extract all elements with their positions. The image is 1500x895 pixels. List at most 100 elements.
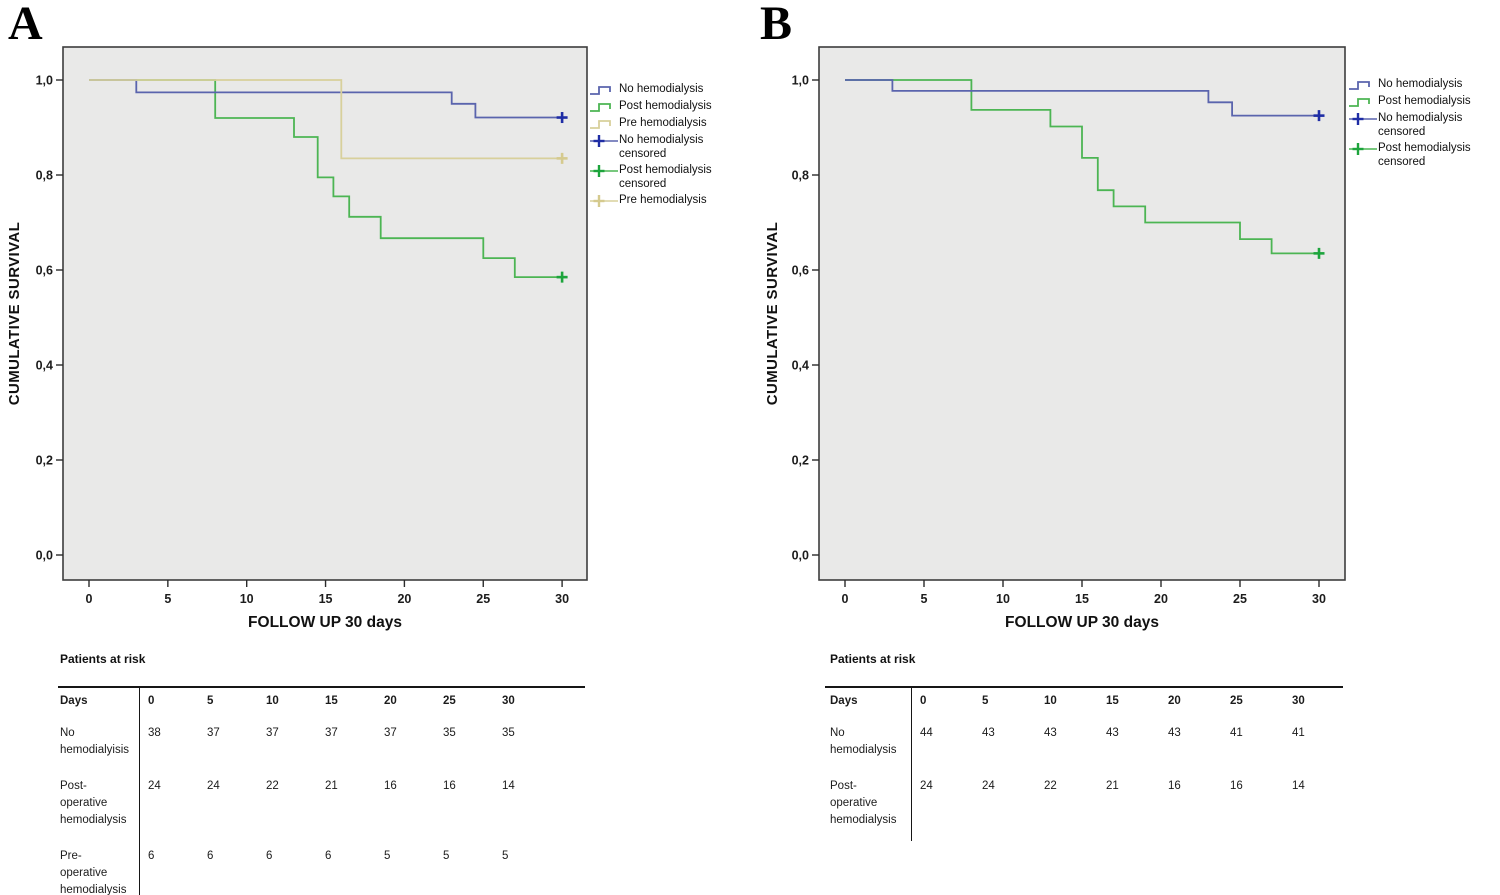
risk-table-value: 21 <box>1106 780 1119 792</box>
risk-table-value: 41 <box>1230 727 1243 739</box>
censor-mark-post-hemodialysis <box>1313 247 1325 259</box>
y-tick-label: 0,0 <box>36 549 53 563</box>
y-tick-label: 0,2 <box>36 454 53 468</box>
risk-table-value: 5 <box>443 850 450 862</box>
legend-item-label: Post hemodialysis <box>619 100 712 112</box>
legend-item-label: No hemodialysis censored <box>1378 112 1463 138</box>
legend-step-line-icon <box>1349 98 1370 107</box>
risk-table-value: 5 <box>502 850 509 862</box>
panel-a-x-axis-title: FOLLOW UP 30 days <box>248 614 402 631</box>
legend-step-line-icon <box>590 103 611 112</box>
panel-b-y-axis-title: CUMULATIVE SURVIVAL <box>764 221 782 406</box>
risk-table-value: 41 <box>1292 727 1305 739</box>
legend-item-label: Post hemodialysis censored <box>619 164 712 190</box>
risk-table-value: 6 <box>148 850 155 862</box>
y-tick-label: 0,6 <box>792 264 809 278</box>
risk-table-value: 16 <box>443 780 456 792</box>
censor-mark-post-hemodialysis <box>556 271 568 283</box>
risk-table-value: 43 <box>1106 727 1119 739</box>
risk-table-header-day: 25 <box>1230 695 1243 707</box>
risk-table-value: 24 <box>982 780 995 792</box>
legend-item: Post hemodialysis censored <box>589 164 759 191</box>
risk-table-value: 6 <box>266 850 273 862</box>
risk-table-row-label: Pre- operative hemodialysis <box>58 841 140 895</box>
legend-item-label: Post hemodialysis censored <box>1378 142 1471 168</box>
risk-table-value: 44 <box>920 727 933 739</box>
risk-table-value: 22 <box>1044 780 1057 792</box>
panel-b-ylabel-wrap: CUMULATIVE SURVIVAL <box>760 47 786 580</box>
risk-table-value: 14 <box>502 780 515 792</box>
legend-item: Post hemodialysis censored <box>1348 142 1500 169</box>
legend-item-label: Pre hemodialysis <box>619 117 707 129</box>
legend-item: Post hemodialysis <box>1348 95 1500 109</box>
y-tick-label: 1,0 <box>792 74 809 88</box>
y-tick-label: 1,0 <box>36 74 53 88</box>
risk-table-row-label: Post- operative hemodialysis <box>825 771 912 841</box>
risk-table-grid: Days 0 5 10 15 20 25 30 No hemodialysis 44 43 43 43 4… <box>825 686 1343 841</box>
panel-a-ylabel-wrap: CUMULATIVE SURVIVAL <box>2 47 28 580</box>
x-tick-label: 30 <box>555 592 569 606</box>
risk-table-title: Patients at risk <box>60 652 146 666</box>
x-tick-label: 20 <box>397 592 411 606</box>
x-tick-label: 30 <box>1312 592 1326 606</box>
legend-censor-cross-icon <box>1349 113 1377 125</box>
legend-item: No hemodialysis <box>1348 78 1500 92</box>
x-tick-label: 10 <box>240 592 254 606</box>
panel-b-legend: No hemodialysis Post hemodialysis No hemod… <box>1348 78 1500 172</box>
risk-table-value: 6 <box>325 850 332 862</box>
risk-table-value: 16 <box>1168 780 1181 792</box>
risk-table-value: 24 <box>148 780 161 792</box>
x-tick-label: 0 <box>86 592 93 606</box>
risk-table-row-label: No hemodialysis <box>825 718 912 771</box>
x-tick-label: 15 <box>1075 592 1089 606</box>
y-tick-label: 0,4 <box>36 359 53 373</box>
risk-table-value: 14 <box>1292 780 1305 792</box>
risk-table-header-day: 10 <box>1044 695 1057 707</box>
risk-table-header-day: 30 <box>502 695 515 707</box>
x-tick-label: 10 <box>996 592 1010 606</box>
legend-step-line-icon <box>590 86 611 95</box>
km-curve-no-hemodialysis <box>845 79 1319 117</box>
x-tick-label: 25 <box>476 592 490 606</box>
km-panel-A: 0,0 0,2 0,4 0,6 0,8 1,0 0 5 10 15 20 25 30 <box>36 46 588 606</box>
censor-mark-pre-hemodialysis <box>556 152 568 164</box>
legend-item: Pre hemodialysis <box>589 117 759 131</box>
km-curve-post-hemodialysis <box>845 79 1319 255</box>
legend-item: No hemodialysis censored <box>1348 112 1500 139</box>
risk-table-value: 21 <box>325 780 338 792</box>
legend-item-label: No hemodialysis <box>619 83 704 95</box>
risk-table-header-day: 20 <box>384 695 397 707</box>
risk-table-value: 37 <box>207 727 220 739</box>
censor-mark-no-hemodialysis <box>1313 110 1325 122</box>
panel-b-x-axis-title: FOLLOW UP 30 days <box>1005 614 1159 631</box>
risk-table-value: 24 <box>920 780 933 792</box>
risk-table-header-days: Days <box>58 688 140 718</box>
risk-table-value: 38 <box>148 727 161 739</box>
panel-a-label: A <box>8 0 43 50</box>
panel-b-risk-table: Patients at risk Days 0 5 10 15 20 25 30 No hemo… <box>825 652 1343 842</box>
x-tick-label: 5 <box>164 592 171 606</box>
risk-table-header-day: 30 <box>1292 695 1305 707</box>
risk-table-header-day: 0 <box>920 695 927 707</box>
risk-table-header-day: 25 <box>443 695 456 707</box>
censor-mark-no-hemodialysis <box>556 112 568 124</box>
risk-table-header-day: 15 <box>325 695 338 707</box>
km-curve-no-hemodialysis <box>89 79 563 119</box>
x-tick-label: 25 <box>1233 592 1247 606</box>
legend-censor-cross-icon <box>590 135 618 147</box>
panel-b-label: B <box>760 0 793 50</box>
risk-table-header-day: 10 <box>266 695 279 707</box>
y-tick-label: 0,6 <box>36 264 53 278</box>
y-tick-label: 0,2 <box>792 454 809 468</box>
km-panel-B: 0,0 0,2 0,4 0,6 0,8 1,0 0 5 10 15 20 25 30 <box>792 46 1346 606</box>
legend-item-label: No hemodialysis <box>1378 78 1463 90</box>
y-tick-label: 0,8 <box>36 169 53 183</box>
risk-table-header-day: 5 <box>982 695 989 707</box>
panel-a-risk-table: Patients at risk Days 0 5 10 15 20 25 30 No hemo… <box>58 652 585 895</box>
legend-step-line-icon <box>590 120 611 129</box>
legend-item-label: No hemodialysis censored <box>619 134 704 160</box>
risk-table-header-day: 15 <box>1106 695 1119 707</box>
x-tick-label: 20 <box>1154 592 1168 606</box>
panel-a-y-axis-title: CUMULATIVE SURVIVAL <box>6 221 24 406</box>
